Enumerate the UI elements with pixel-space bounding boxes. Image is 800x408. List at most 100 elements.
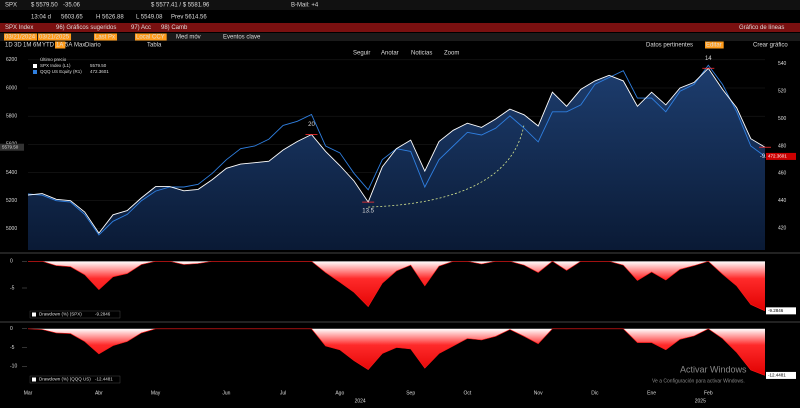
y-tick-label: 5800 (6, 113, 17, 119)
x-tick-label: Oct (463, 390, 471, 396)
field[interactable] (135, 33, 167, 41)
field[interactable] (94, 33, 118, 41)
x-tick-label: Dic (591, 390, 599, 396)
toolbar-text[interactable]: YTD (42, 43, 55, 49)
y2-tick-label: 500 (778, 116, 787, 122)
value-tag-text: -12.4481 (768, 373, 786, 378)
y-tick-label: 0 (10, 326, 13, 332)
toolbar-text[interactable]: 5A (65, 43, 72, 49)
watermark: Activar Windows (680, 364, 747, 374)
drawdown-fill (28, 261, 765, 311)
toolbar-text[interactable]: 6M (33, 43, 41, 49)
toolbar-text[interactable]: Crear gráfico (753, 43, 788, 49)
area-fill (28, 68, 765, 250)
quote-bar (0, 0, 800, 10)
y-tick-label: -5 (10, 345, 15, 351)
toolbar-text: 5603.65 (61, 15, 83, 21)
x-tick-label: Sep (406, 390, 415, 396)
toolbar-text: $ 5577.41 / $ 5581.96 (151, 3, 210, 9)
legend-value: 5579.50 (90, 63, 107, 68)
y-tick-label: 6000 (6, 85, 17, 91)
x-tick-label: May (151, 390, 161, 396)
annotation: 20 (308, 122, 315, 128)
toolbar-text[interactable]: 97) Acc (131, 25, 151, 31)
toolbar-text[interactable]: SPX (5, 3, 17, 9)
drawdown-line (28, 260, 766, 312)
y-tick-label: -10 (10, 364, 17, 370)
x-year-label: 2024 (355, 398, 366, 404)
x-tick-label: Ene (647, 390, 656, 396)
toolbar-text[interactable]: Local CCY (136, 35, 165, 41)
x-tick-label: Mar (24, 390, 33, 396)
legend-value: 472.3601 (90, 69, 109, 74)
legend-label: QQQ US Equity (R1) (40, 69, 82, 74)
field[interactable] (705, 41, 724, 49)
toolbar-text[interactable]: Zoom (444, 51, 459, 57)
toolbar-text[interactable]: Med móv (176, 35, 201, 41)
toolbar-text[interactable]: Max (74, 43, 85, 49)
y2-tick-label: 460 (778, 171, 787, 177)
legend-swatch (33, 70, 37, 74)
legend-swatch (33, 64, 37, 68)
toolbar-text[interactable]: Datos pertinentes (646, 43, 693, 49)
field[interactable] (55, 41, 66, 49)
field[interactable] (38, 33, 72, 41)
x-tick-label: Feb (704, 390, 713, 396)
y2-tick-label: 540 (778, 61, 787, 67)
field[interactable] (4, 33, 38, 41)
legend-swatch (32, 377, 36, 382)
series-line (27, 67, 766, 234)
toolbar-text[interactable]: 1A (56, 43, 63, 49)
toolbar-text[interactable]: Diario (85, 43, 101, 49)
annotation: 13.5 (362, 209, 374, 215)
toolbar-text[interactable]: SPX Index (5, 25, 33, 31)
x-tick-label: Nov (534, 390, 543, 396)
legend-box (29, 375, 121, 384)
toolbar-text[interactable]: Gráfico de líneas (739, 25, 784, 31)
toolbar-text: -35.06 (63, 3, 81, 9)
value-tag (766, 371, 796, 379)
toolbar-text[interactable]: 96) Gráficos sugeridos (56, 25, 116, 31)
x-tick-label: Ago (335, 390, 344, 396)
legend-title: Último precio (40, 56, 67, 62)
toolbar-text[interactable]: Tabla (147, 43, 162, 49)
recovery-curve (368, 124, 525, 208)
toolbar-text[interactable]: Seguir (353, 51, 370, 57)
x-year-label: 2025 (695, 398, 706, 404)
toolbar-text[interactable]: 3D (14, 43, 22, 49)
value-tag (766, 152, 796, 160)
x-tick-label: Jul (280, 390, 286, 396)
value-tag-text: -9.2846 (768, 308, 784, 313)
y-tick-label: 0 (10, 259, 13, 265)
toolbar-text[interactable]: B-Mail: +4 (291, 3, 319, 9)
toolbar-text[interactable]: 1D (5, 43, 13, 49)
toolbar-text[interactable]: Eventos clave (223, 35, 261, 41)
toolbar-text: H 5626.88 (96, 15, 124, 21)
legend-swatch (32, 312, 36, 317)
toolbar-text[interactable]: 1M (23, 43, 31, 49)
y2-tick-label: 440 (778, 198, 787, 204)
toolbar-text[interactable]: 03/21/2025 (39, 35, 70, 41)
value-tag (766, 307, 796, 315)
legend-label: SPX Index (L1) (40, 63, 71, 68)
value-tag-text: 5579.50 (2, 144, 19, 149)
x-tick-label: Abr (95, 390, 103, 396)
toolbar-text[interactable]: Last Px (95, 35, 115, 41)
y2-tick-label: 520 (778, 89, 787, 95)
y-tick-label: 5200 (6, 198, 17, 204)
drawdown-line (27, 328, 766, 376)
toolbar-text: L 5549.08 (136, 15, 163, 21)
legend-label: Drawdown (%) (QQQ US) (39, 377, 91, 382)
toolbar-text[interactable]: Editar (706, 43, 722, 49)
legend-value: -12.4481 (95, 377, 113, 382)
toolbar-text[interactable]: 98) Camb (161, 25, 188, 31)
y2-tick-label: 420 (778, 225, 787, 231)
toolbar-text[interactable]: Noticias (411, 51, 432, 57)
y-tick-label: 5000 (6, 226, 17, 232)
toolbar-text[interactable]: 03/21/2024 (5, 35, 36, 41)
legend-box (29, 310, 121, 319)
toolbar-text[interactable]: Anotar (381, 51, 399, 57)
annotation: 14 (705, 56, 712, 62)
x-tick-label: Jun (222, 390, 230, 396)
